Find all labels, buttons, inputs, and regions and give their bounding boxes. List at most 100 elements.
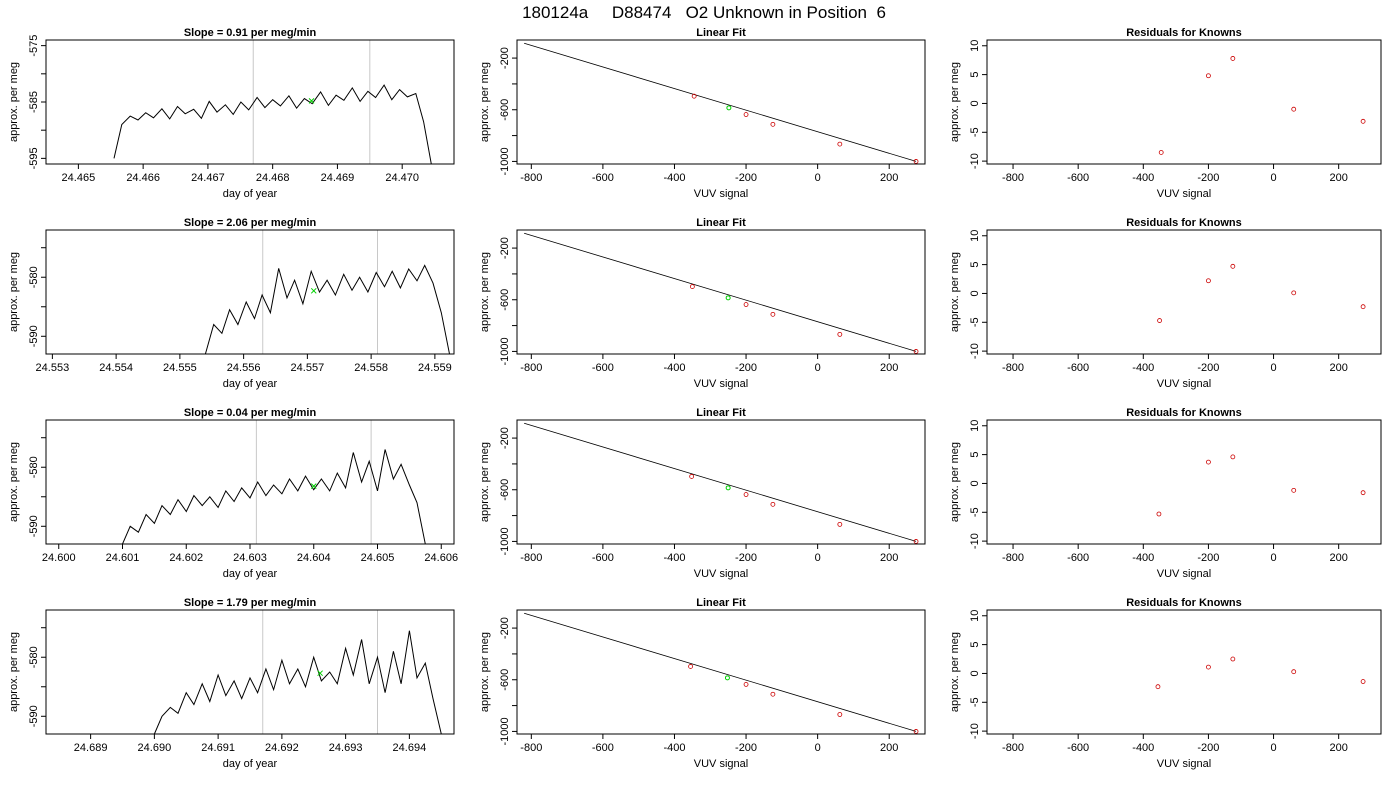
x-axis-label: VUV signal	[694, 378, 748, 390]
known-point	[837, 712, 843, 717]
panel-frame	[45, 39, 455, 165]
residuals-panel-r3: Residuals for Knowns -800 -600 -400 -200 0 200…	[949, 407, 1382, 580]
x-tick-label: -600	[592, 552, 614, 564]
y-tick-label: -580	[28, 456, 40, 478]
x-tick-label: -200	[1197, 362, 1219, 374]
x-tick-label: -200	[735, 362, 757, 374]
panel-title: Residuals for Knowns	[1126, 407, 1242, 419]
x-tick-label: -400	[663, 552, 685, 564]
known-point	[913, 729, 919, 734]
timeseries-panel-r1: Slope = 0.91 per meg/min 24.465 24.466 24.4…	[8, 27, 455, 200]
x-tick-label: 24.468	[256, 172, 290, 184]
y-tick-label: -200	[499, 617, 511, 639]
x-tick-label: 24.467	[191, 172, 225, 184]
unknown-mean-marker	[317, 670, 323, 677]
x-tick-label: -800	[520, 742, 542, 754]
panel-frame	[45, 229, 455, 355]
x-tick-label: -600	[1067, 552, 1089, 564]
unknown-point	[725, 485, 731, 491]
y-axis-label: approx. per meg	[949, 62, 961, 142]
x-tick-label: 0	[815, 362, 821, 374]
x-tick-label: 24.559	[418, 362, 452, 374]
y-tick-label: -590	[28, 325, 40, 347]
y-tick-label: 0	[969, 480, 981, 486]
y-axis-label: approx. per meg	[949, 632, 961, 712]
y-axis-label: approx. per meg	[479, 62, 491, 142]
x-tick-label: -200	[1197, 742, 1219, 754]
x-tick-label: 24.554	[99, 362, 133, 374]
unknown-mean-marker	[308, 98, 315, 104]
y-tick-label: -600	[499, 479, 511, 501]
y-tick-label: -10	[969, 723, 981, 739]
y-tick-label: -1000	[499, 527, 511, 555]
x-tick-label: 24.692	[265, 742, 299, 754]
y-tick-label: -585	[28, 91, 40, 113]
linear-fit-panel-r3: Linear Fit -800 -600 -400 -200 0 200 -200 -600 -1…	[479, 407, 926, 580]
x-axis-label: VUV signal	[1157, 758, 1211, 770]
known-point	[743, 112, 749, 117]
plot-area	[524, 42, 919, 164]
per-meg-trace	[122, 449, 426, 544]
x-tick-label: 24.691	[201, 742, 235, 754]
y-tick-label: -575	[28, 35, 40, 57]
y-tick-label: 0	[969, 670, 981, 676]
residual-point	[1155, 684, 1161, 690]
x-tick-label: -600	[592, 742, 614, 754]
y-axis-label: approx. per meg	[479, 632, 491, 712]
known-point	[770, 121, 776, 127]
known-point	[691, 93, 697, 99]
known-point	[743, 302, 749, 307]
plot-area	[524, 232, 919, 354]
y-tick-label: -200	[499, 427, 511, 449]
x-tick-label: -800	[1002, 742, 1024, 754]
y-tick-label: -5	[969, 507, 981, 517]
per-meg-trace	[153, 630, 442, 734]
x-tick-label: 200	[880, 552, 898, 564]
y-tick-label: -200	[499, 47, 511, 69]
y-axis-label: approx. per meg	[8, 632, 20, 712]
timeseries-panel-r4: Slope = 1.79 per meg/min 24.689 24.690 24.6…	[8, 597, 455, 770]
residuals-panel-r4: Residuals for Knowns -800 -600 -400 -200 0 200…	[949, 597, 1382, 770]
x-tick-label: -600	[1067, 172, 1089, 184]
known-point	[913, 159, 919, 164]
x-tick-label: 24.466	[126, 172, 160, 184]
known-point	[837, 141, 843, 147]
y-tick-label: -10	[969, 153, 981, 169]
fit-line	[524, 422, 917, 542]
y-tick-label: -600	[499, 669, 511, 691]
panel-title: Residuals for Knowns	[1126, 217, 1242, 229]
x-axis-label: VUV signal	[1157, 568, 1211, 580]
x-axis-label: day of year	[223, 188, 278, 200]
x-tick-label: 24.469	[321, 172, 355, 184]
panel-title: Slope = 1.79 per meg/min	[184, 597, 317, 609]
x-tick-label: -400	[1132, 172, 1154, 184]
y-tick-label: -5	[969, 697, 981, 707]
x-axis-label: VUV signal	[1157, 188, 1211, 200]
x-tick-label: 24.470	[385, 172, 419, 184]
unknown-point	[726, 105, 732, 111]
x-tick-label: 0	[815, 552, 821, 564]
plot-area	[113, 40, 432, 164]
x-tick-label: 0	[1270, 362, 1276, 374]
panel-title: Slope = 0.91 per meg/min	[184, 27, 317, 39]
y-axis-label: approx. per meg	[949, 252, 961, 332]
y-tick-label: 10	[969, 420, 981, 432]
x-tick-label: 24.693	[329, 742, 363, 754]
x-axis-label: VUV signal	[694, 568, 748, 580]
x-tick-label: -400	[1132, 362, 1154, 374]
residual-point	[1230, 656, 1236, 662]
residual-point	[1291, 290, 1297, 296]
x-tick-label: 0	[1270, 742, 1276, 754]
x-tick-label: 0	[815, 172, 821, 184]
x-tick-label: -800	[1002, 362, 1024, 374]
panels-container: Slope = 0.91 per meg/min 24.465 24.466 24.4…	[8, 27, 1382, 770]
plot-area	[524, 422, 919, 544]
residual-point	[1291, 487, 1297, 493]
plot-area	[122, 420, 426, 544]
panel-frame	[986, 229, 1382, 355]
x-tick-label: 24.690	[138, 742, 172, 754]
known-point	[743, 682, 749, 687]
residuals-panel-r1: Residuals for Knowns -800 -600 -400 -200 0 200…	[949, 27, 1382, 200]
panel-frame	[986, 39, 1382, 165]
